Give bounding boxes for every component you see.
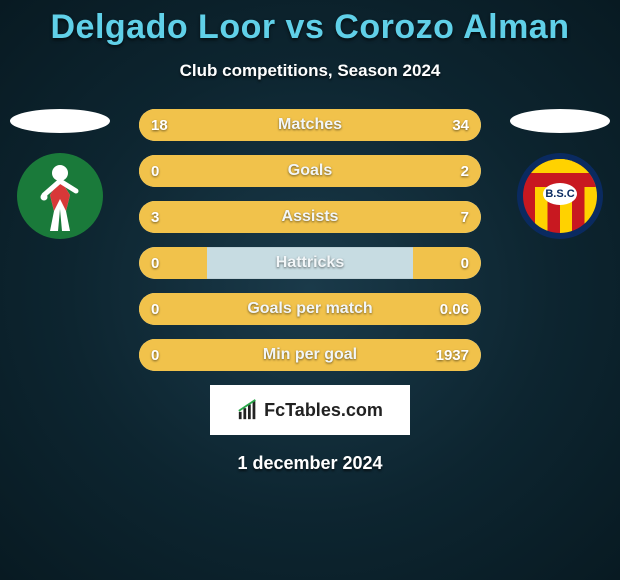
- stat-value-right: 0: [461, 255, 469, 272]
- bar-chart-icon: [237, 399, 259, 421]
- stat-bars: 18Matches340Goals23Assists70Hattricks00G…: [139, 109, 481, 371]
- date-text: 1 december 2024: [0, 453, 620, 474]
- player-silhouette-icon: [30, 161, 90, 231]
- stat-label: Min per goal: [139, 346, 481, 364]
- stat-row: 0Goals per match0.06: [139, 293, 481, 325]
- club-badge-right: B.S.C: [517, 153, 603, 239]
- subtitle: Club competitions, Season 2024: [0, 61, 620, 81]
- page-title: Delgado Loor vs Corozo Alman: [0, 0, 620, 47]
- stat-value-right: 1937: [436, 347, 469, 364]
- stat-value-right: 0.06: [440, 301, 469, 318]
- stat-label: Assists: [139, 208, 481, 226]
- brand-text: FcTables.com: [264, 400, 383, 421]
- badge-text: B.S.C: [543, 183, 577, 205]
- stat-label: Matches: [139, 116, 481, 134]
- stat-value-right: 7: [461, 209, 469, 226]
- stat-value-right: 2: [461, 163, 469, 180]
- stat-row: 3Assists7: [139, 201, 481, 233]
- stat-row: 0Hattricks0: [139, 247, 481, 279]
- stat-label: Goals per match: [139, 300, 481, 318]
- stat-label: Goals: [139, 162, 481, 180]
- club-badge-left: [17, 153, 103, 239]
- stat-row: 18Matches34: [139, 109, 481, 141]
- stat-label: Hattricks: [139, 254, 481, 272]
- stat-row: 0Goals2: [139, 155, 481, 187]
- flag-left-placeholder: [10, 109, 110, 133]
- brand-box: FcTables.com: [210, 385, 410, 435]
- player-right-column: B.S.C: [500, 109, 620, 239]
- stat-value-right: 34: [452, 117, 469, 134]
- stat-row: 0Min per goal1937: [139, 339, 481, 371]
- player-left-column: [0, 109, 120, 239]
- comparison-panel: B.S.C 18Matches340Goals23Assists70Hattri…: [0, 109, 620, 371]
- flag-right-placeholder: [510, 109, 610, 133]
